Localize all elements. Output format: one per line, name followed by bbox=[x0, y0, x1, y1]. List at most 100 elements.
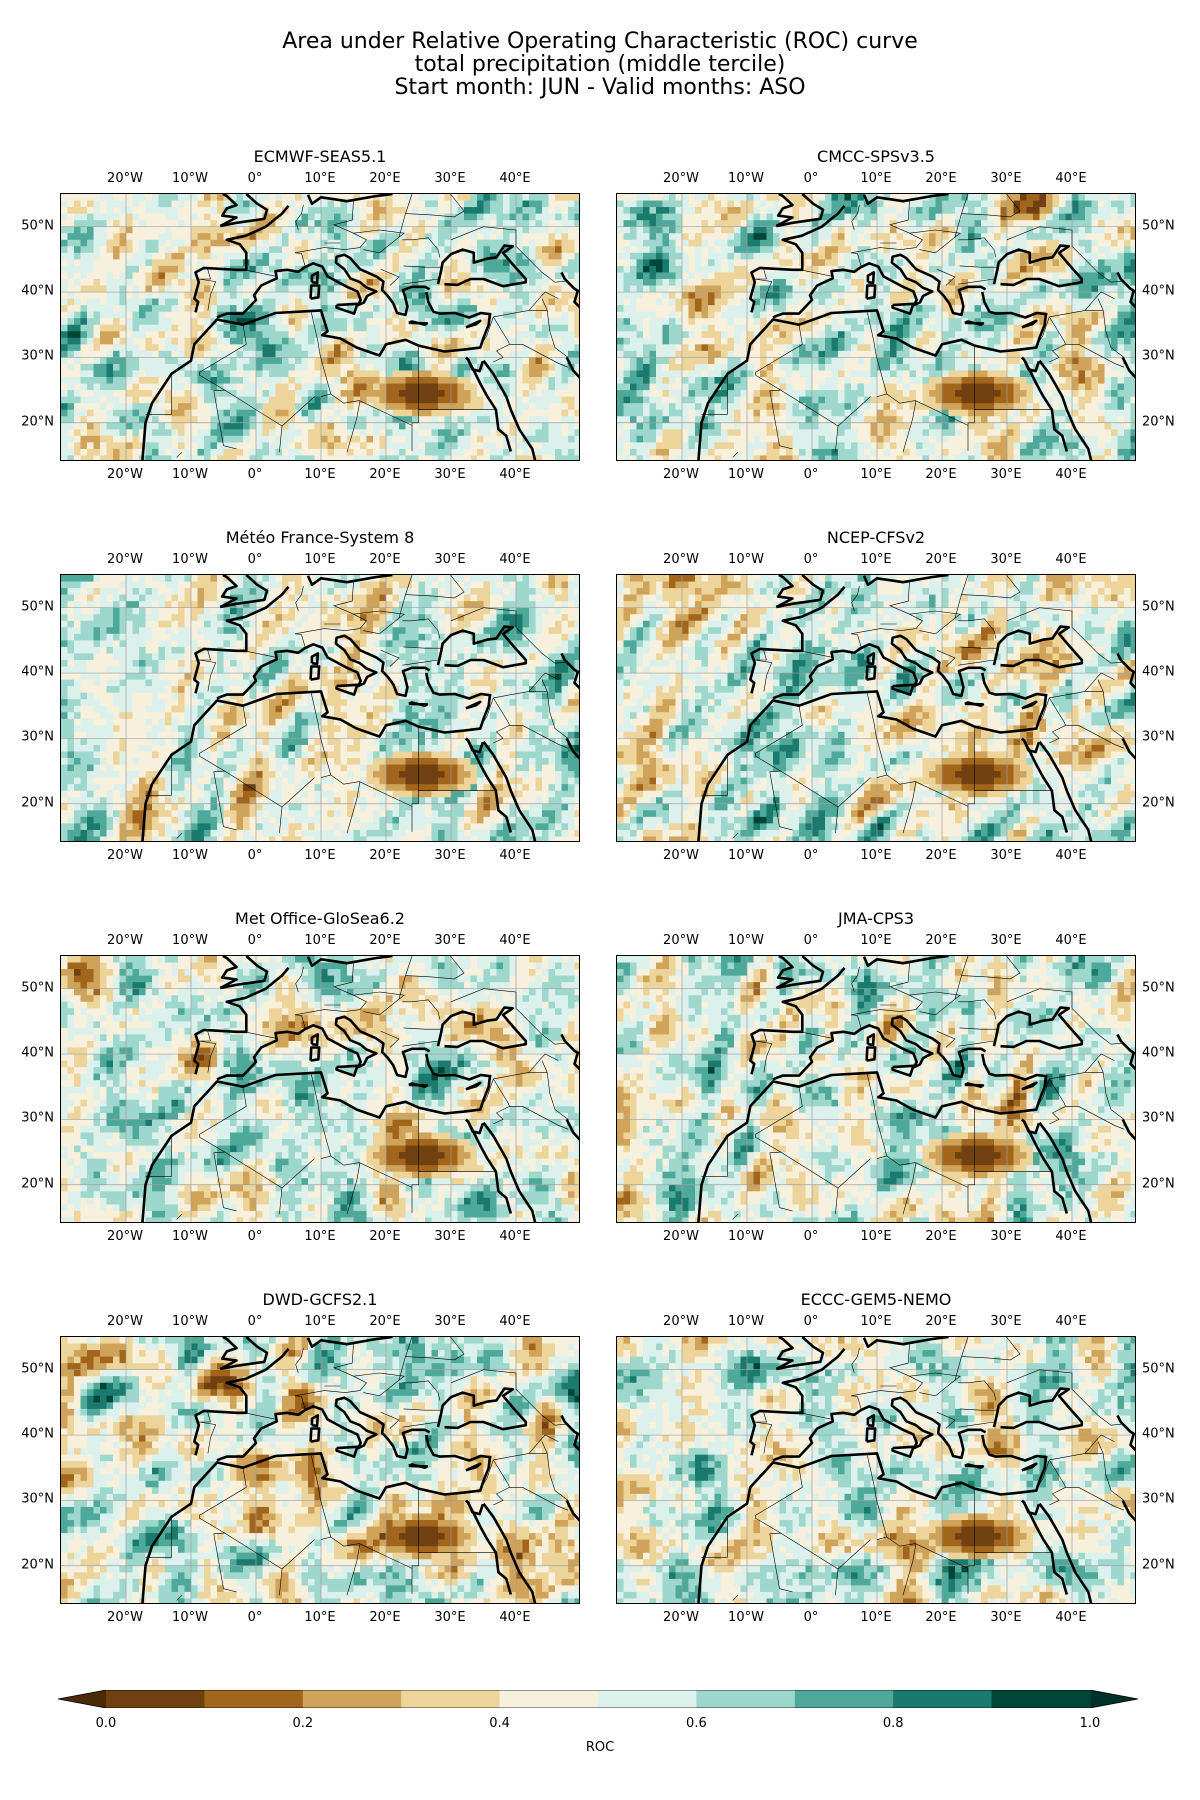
lon-tick-label: 10°E bbox=[860, 171, 891, 186]
lon-tick-label: 30°E bbox=[434, 552, 465, 567]
country-borders bbox=[145, 1337, 569, 1601]
lon-tick-label: 20°W bbox=[663, 467, 699, 482]
lon-tick-label: 40°E bbox=[499, 552, 530, 567]
colorbar-segment bbox=[696, 1690, 796, 1708]
lon-tick-label: 20°E bbox=[925, 933, 956, 948]
lon-tick-label: 20°W bbox=[663, 1229, 699, 1244]
roc-field bbox=[617, 575, 1135, 841]
colorbar-segment bbox=[893, 1690, 993, 1708]
title-line-3: Start month: JUN - Valid months: ASO bbox=[0, 76, 1200, 99]
lon-tick-label: 20°E bbox=[369, 1229, 400, 1244]
panel-title: Met Office-GloSea6.2 bbox=[60, 909, 580, 928]
lat-tick-label: 30°N bbox=[1142, 730, 1186, 745]
map-panel: Météo France-System 8 20°W 20°W 10°W 10°W 0° 0… bbox=[21, 528, 580, 863]
colorbar-tick-label: 0.4 bbox=[489, 1716, 510, 1731]
panel-title: NCEP-CFSv2 bbox=[616, 528, 1136, 547]
colorbar-extend-low bbox=[58, 1690, 106, 1708]
lon-tick-label: 40°E bbox=[1055, 933, 1086, 948]
roc-field bbox=[617, 956, 1135, 1222]
lon-tick-label: 40°E bbox=[499, 1610, 530, 1625]
lon-tick-label: 10°E bbox=[304, 1229, 335, 1244]
lon-tick-label: 10°E bbox=[304, 467, 335, 482]
lon-tick-label: 40°E bbox=[1055, 1229, 1086, 1244]
roc-field bbox=[61, 956, 579, 1222]
lon-tick-label: 0° bbox=[804, 467, 819, 482]
lon-tick-label: 10°E bbox=[860, 1610, 891, 1625]
lon-tick-label: 20°E bbox=[925, 1229, 956, 1244]
lon-tick-label: 40°E bbox=[499, 933, 530, 948]
lat-tick-label: 50°N bbox=[1142, 599, 1186, 614]
map-frame bbox=[60, 574, 580, 842]
lat-tick-label: 30°N bbox=[1142, 1111, 1186, 1126]
colorbar-segment bbox=[204, 1690, 304, 1708]
lon-tick-label: 30°E bbox=[990, 1314, 1021, 1329]
map-frame bbox=[60, 955, 580, 1223]
lon-tick-label: 30°E bbox=[990, 848, 1021, 863]
lat-tick-label: 30°N bbox=[1142, 1492, 1186, 1507]
map-panel: ECCC-GEM5-NEMO 20°W 20°W 10°W 10°W 0° 0° 10°E 10… bbox=[616, 1290, 1175, 1625]
lat-tick-label: 20°N bbox=[1142, 1176, 1186, 1191]
lon-tick-label: 10°W bbox=[172, 848, 208, 863]
lat-tick-label: 50°N bbox=[10, 599, 54, 614]
lon-tick-label: 40°E bbox=[1055, 552, 1086, 567]
lon-tick-label: 10°E bbox=[860, 1229, 891, 1244]
lon-tick-label: 20°W bbox=[107, 467, 143, 482]
country-borders bbox=[701, 194, 1125, 458]
map-panel: DWD-GCFS2.1 20°W 20°W 10°W 10°W 0° 0° 10°E 10°E 2… bbox=[21, 1290, 580, 1625]
gridlines bbox=[617, 956, 1135, 1222]
colorbar-tick-label: 0.2 bbox=[292, 1716, 313, 1731]
lon-tick-label: 10°W bbox=[728, 552, 764, 567]
map-frame bbox=[616, 574, 1136, 842]
lon-tick-label: 20°W bbox=[107, 933, 143, 948]
panel-title: DWD-GCFS2.1 bbox=[60, 1290, 580, 1309]
roc-field-map bbox=[617, 575, 1135, 841]
lon-tick-label: 10°E bbox=[860, 467, 891, 482]
colorbar-tick-label: 0.0 bbox=[96, 1716, 117, 1731]
lon-tick-label: 20°W bbox=[663, 552, 699, 567]
lon-tick-label: 30°E bbox=[434, 1314, 465, 1329]
lat-tick-label: 50°N bbox=[1142, 980, 1186, 995]
lon-tick-label: 10°W bbox=[172, 467, 208, 482]
lat-tick-label: 40°N bbox=[1142, 1427, 1186, 1442]
gridlines bbox=[61, 575, 579, 841]
lon-tick-label: 20°E bbox=[369, 467, 400, 482]
lat-tick-label: 50°N bbox=[10, 218, 54, 233]
lat-tick-label: 20°N bbox=[10, 795, 54, 810]
country-borders bbox=[701, 1337, 1125, 1601]
panel-title: ECCC-GEM5-NEMO bbox=[616, 1290, 1136, 1309]
country-borders bbox=[145, 956, 569, 1220]
lon-tick-label: 40°E bbox=[499, 1314, 530, 1329]
lon-tick-label: 10°E bbox=[860, 1314, 891, 1329]
coastlines bbox=[697, 194, 1135, 460]
lon-tick-label: 0° bbox=[248, 1314, 263, 1329]
panel-title: CMCC-SPSv3.5 bbox=[616, 147, 1136, 166]
lon-tick-label: 20°W bbox=[107, 1229, 143, 1244]
lon-tick-label: 10°E bbox=[304, 552, 335, 567]
lon-tick-label: 10°W bbox=[728, 848, 764, 863]
lon-tick-label: 40°E bbox=[1055, 1610, 1086, 1625]
lon-tick-label: 10°E bbox=[860, 552, 891, 567]
lon-tick-label: 10°E bbox=[304, 1610, 335, 1625]
lon-tick-label: 40°E bbox=[1055, 467, 1086, 482]
lon-tick-label: 40°E bbox=[499, 1229, 530, 1244]
map-panel: CMCC-SPSv3.5 20°W 20°W 10°W 10°W 0° 0° 10°E 10°E… bbox=[616, 147, 1175, 482]
lat-tick-label: 40°N bbox=[10, 665, 54, 680]
lon-tick-label: 0° bbox=[248, 552, 263, 567]
lon-tick-label: 20°W bbox=[107, 1610, 143, 1625]
coastlines bbox=[697, 1337, 1135, 1603]
lat-tick-label: 40°N bbox=[10, 1427, 54, 1442]
lon-tick-label: 30°E bbox=[990, 552, 1021, 567]
lat-tick-label: 20°N bbox=[1142, 414, 1186, 429]
lon-tick-label: 20°E bbox=[925, 467, 956, 482]
lon-tick-label: 20°E bbox=[925, 848, 956, 863]
lat-tick-label: 40°N bbox=[1142, 665, 1186, 680]
lon-tick-label: 40°E bbox=[1055, 1314, 1086, 1329]
lat-tick-label: 30°N bbox=[1142, 349, 1186, 364]
lat-tick-label: 30°N bbox=[10, 349, 54, 364]
lat-tick-label: 40°N bbox=[1142, 284, 1186, 299]
roc-field-map bbox=[617, 956, 1135, 1222]
figure-title: Area under Relative Operating Characteri… bbox=[0, 30, 1200, 99]
coastlines bbox=[697, 575, 1135, 841]
lon-tick-label: 30°E bbox=[434, 933, 465, 948]
lat-tick-label: 40°N bbox=[10, 284, 54, 299]
